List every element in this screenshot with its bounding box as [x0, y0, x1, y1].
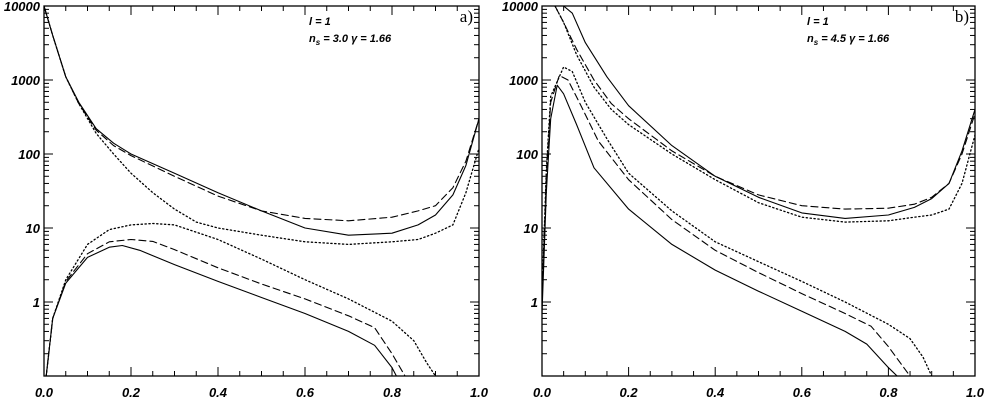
- panel-a-annotation-l: l = 1: [309, 16, 331, 28]
- panel-b-y-tick-label: 1000: [509, 73, 539, 88]
- panel-b-series-1-solid-line: [563, 6, 975, 219]
- panel-a-series-5-dashed-line: [45, 238, 406, 376]
- panel-a-series-4-solid-line: [45, 244, 397, 376]
- panel-a-y-tick-label: 1000: [11, 73, 41, 88]
- panel-b-annotation-sub: s: [814, 38, 819, 47]
- panel-a-annotation-sub: s: [316, 38, 321, 47]
- panel-a-ticks: 0.0 0.2 0.4 0.6 0.8 1.0 1 10 100 1000 10000: [4, 0, 489, 400]
- panel-b-annotation-params: ns = 4.5 γ = 1.66: [807, 33, 890, 47]
- panel-a-plot-frame: [43, 5, 480, 377]
- panel-a-series-1-solid-line: [44, 6, 479, 236]
- panel-a-x-tick-label: 0.4: [209, 385, 228, 400]
- panel-a-annotation-params: ns = 3.0 γ = 1.66: [309, 33, 392, 47]
- panel-a-label: a): [460, 7, 473, 26]
- panel-a-y-tick-label: 100: [18, 147, 40, 162]
- panel-a-x-tick-label: 0.6: [296, 385, 315, 400]
- panel-b-y-tick-label: 1: [531, 295, 538, 310]
- panel-b-annotation-n: n: [807, 33, 814, 45]
- panel-b-annotation-l: l = 1: [807, 16, 829, 28]
- panel-a-y-tick-label: 10000: [4, 0, 41, 14]
- panel-a-x-tick-label: 1.0: [470, 385, 489, 400]
- panel-a-series-3-dotted-line: [44, 6, 479, 246]
- panel-b-series-2-dashed-line: [554, 6, 975, 210]
- panel-a-annotation-rest: = 3.0 γ = 1.66: [320, 33, 392, 45]
- panel-b-x-tick-label: 0.8: [879, 385, 898, 400]
- panel-b-x-tick-label: 0.4: [706, 385, 725, 400]
- panel-a-x-tick-label: 0.2: [122, 385, 141, 400]
- panel-b-plot-frame: [541, 5, 976, 377]
- panel-a-series-6-dotted-line: [45, 222, 437, 376]
- panel-a-y-tick-label: 1: [33, 295, 40, 310]
- panel-b-series-4-solid-line: [542, 84, 898, 376]
- panel-b-x-tick-label: 1.0: [966, 385, 985, 400]
- panel-a-series-2-dashed-line: [44, 6, 479, 222]
- panel-b-label: b): [955, 7, 969, 26]
- panel-a-series: [44, 6, 479, 376]
- panel-b-series-5-dashed-line: [542, 74, 911, 376]
- panel-a-y-tick-label: 10: [26, 221, 41, 236]
- panel-b: 0.0 0.2 0.4 0.6 0.8 1.0 1 10 100 1000 10000 b) l =…: [502, 0, 985, 400]
- panel-a: 0.0 0.2 0.4 0.6 0.8 1.0 1 10 100 1000 10000 a) l =…: [4, 0, 489, 400]
- panel-a-x-tick-label: 0.0: [35, 385, 54, 400]
- panel-b-annotation-rest: = 4.5 γ = 1.66: [818, 33, 890, 45]
- panel-b-ticks: 0.0 0.2 0.4 0.6 0.8 1.0 1 10 100 1000 10000: [502, 0, 985, 400]
- panel-a-annotation-n: n: [309, 33, 316, 45]
- panel-b-y-tick-label: 100: [516, 147, 538, 162]
- panel-b-y-tick-label: 10000: [502, 0, 539, 14]
- panel-b-x-tick-label: 0.2: [620, 385, 639, 400]
- panel-b-y-tick-label: 10: [524, 221, 539, 236]
- panel-b-series-3-dotted-line: [554, 6, 975, 223]
- panel-b-series: [542, 6, 975, 376]
- panel-a-x-tick-label: 0.8: [383, 385, 402, 400]
- panel-b-x-tick-label: 0.6: [793, 385, 812, 400]
- panel-b-x-tick-label: 0.0: [533, 385, 552, 400]
